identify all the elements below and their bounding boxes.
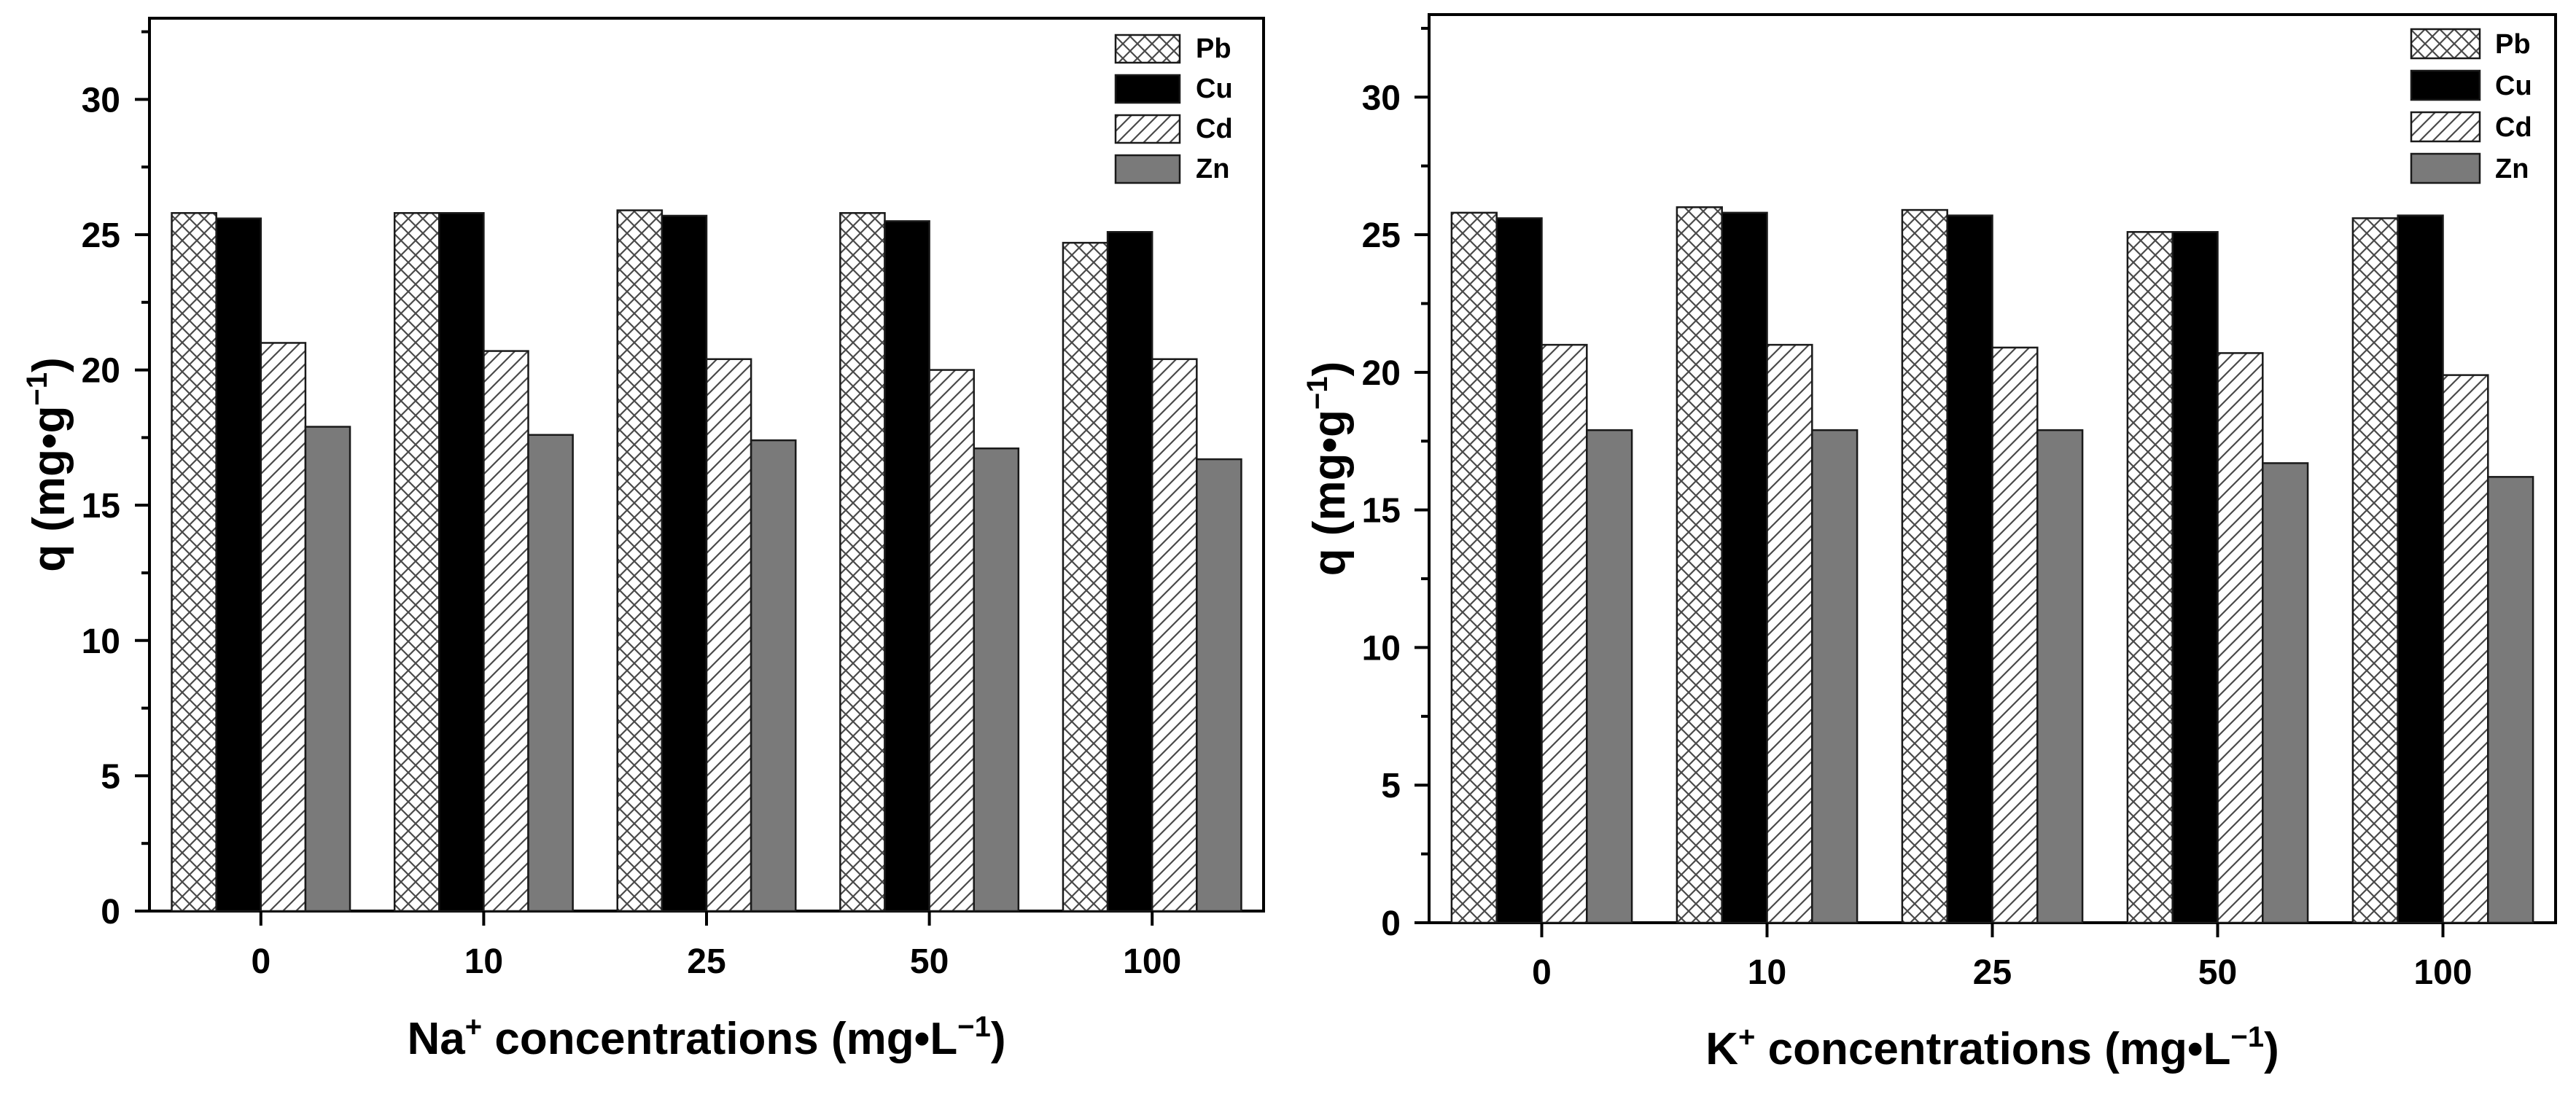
y-tick-label: 10: [1362, 629, 1401, 668]
bar-zn-25: [750, 439, 797, 913]
x-tick-label: 0: [1532, 953, 1552, 992]
bar-zn-10: [527, 434, 574, 913]
bar-zn-10: [1811, 429, 1859, 924]
bar-cd-10: [483, 350, 529, 913]
bar-cd-10: [1766, 343, 1813, 924]
bar-cd-25: [705, 358, 752, 913]
legend-swatch-cu: [2410, 69, 2481, 101]
legend-swatch-zn: [1114, 154, 1181, 184]
y-tick-label: 30: [82, 81, 120, 120]
x-tick-label: 50: [2198, 953, 2237, 992]
bar-pb-10: [1676, 206, 1723, 924]
legend-swatch-cd: [1114, 114, 1181, 144]
bar-pb-50: [2126, 231, 2174, 924]
legend-label-zn: Zn: [2495, 154, 2529, 184]
chart-panel-na: 0 5 10 15 20 25 30 0 10 25 50 100 Pb Cu Cd Zn Na+ concen…: [21, 17, 1265, 1064]
bar-cu-25: [1946, 214, 1993, 924]
bar-zn-0: [1586, 429, 1633, 924]
y-tick-label: 0: [1381, 904, 1401, 943]
chart-k: 0 5 10 15 20 25 30 0 10 25 50 100 Pb Cu Cd Zn K+ concent…: [1301, 13, 2557, 1074]
y-tick-label: 10: [82, 622, 120, 661]
bar-cu-25: [661, 214, 708, 913]
chart-na: 0 5 10 15 20 25 30 0 10 25 50 100 Pb Cu Cd Zn Na+ concen…: [21, 17, 1265, 1064]
y-tick-label: 15: [82, 487, 120, 525]
bar-zn-0: [304, 426, 351, 913]
y-tick-label: 25: [82, 216, 120, 255]
legend-label-pb: Pb: [2495, 29, 2531, 60]
x-tick-label: 10: [464, 942, 503, 981]
x-tick-label: 25: [1973, 953, 2012, 992]
bar-cd-50: [2217, 352, 2264, 924]
bar-cd-25: [1991, 346, 2039, 924]
legend-swatch-pb: [1114, 34, 1181, 64]
bar-zn-100: [1196, 458, 1242, 913]
legend-label-cd: Cd: [2495, 112, 2532, 143]
bar-zn-25: [2036, 429, 2084, 924]
legend-label-pb: Pb: [1196, 34, 1231, 64]
legend-label-cd: Cd: [1196, 114, 1233, 144]
bar-zn-50: [2262, 462, 2309, 924]
x-tick-label: 50: [910, 942, 949, 981]
legend-swatch-cu: [1114, 74, 1181, 104]
bar-cd-100: [1151, 358, 1198, 913]
y-tick-label: 30: [1362, 79, 1401, 117]
bar-cd-0: [1541, 343, 1588, 924]
bar-pb-100: [2351, 217, 2399, 924]
bar-cu-50: [884, 220, 930, 913]
x-tick-label: 10: [1748, 953, 1786, 992]
y-tick-label: 0: [101, 893, 120, 931]
bar-cd-100: [2442, 374, 2489, 924]
legend-swatch-pb: [2410, 28, 2481, 60]
y-tick-label: 15: [1362, 492, 1401, 531]
y-tick-label: 20: [82, 352, 120, 391]
bar-pb-10: [393, 212, 440, 913]
bar-pb-0: [171, 212, 217, 913]
chart-panel-k: 0 5 10 15 20 25 30 0 10 25 50 100 Pb Cu Cd Zn K+ concent…: [1288, 0, 2576, 1094]
bar-cu-0: [215, 217, 262, 913]
x-tick-label: 25: [687, 942, 725, 981]
bar-cd-50: [928, 369, 975, 913]
x-axis-label: Na+ concentrations (mg•L−1): [408, 1011, 1006, 1064]
legend-label-cu: Cu: [2495, 71, 2532, 101]
bar-pb-25: [616, 209, 664, 913]
bar-cu-10: [438, 212, 485, 913]
legend-label-cu: Cu: [1196, 74, 1233, 104]
y-tick-label: 5: [101, 757, 120, 796]
bar-pb-25: [1901, 208, 1948, 924]
bar-cu-100: [2397, 214, 2444, 924]
y-axis-label: q (mg•g−1): [21, 357, 74, 572]
bar-zn-100: [2487, 476, 2534, 924]
bar-pb-0: [1450, 211, 1498, 924]
y-axis-label: q (mg•g−1): [1301, 362, 1355, 577]
y-tick-label: 20: [1362, 354, 1401, 393]
x-tick-label: 0: [251, 942, 271, 981]
legend-label-zn: Zn: [1196, 154, 1229, 184]
bar-cd-0: [260, 342, 307, 913]
x-axis-label: K+ concentrations (mg•L−1): [1705, 1021, 2279, 1074]
bar-pb-50: [839, 212, 886, 913]
bar-zn-50: [973, 447, 1020, 913]
bar-cu-50: [2171, 231, 2219, 924]
bar-cu-0: [1495, 217, 1543, 924]
y-tick-label: 25: [1362, 216, 1401, 255]
legend-swatch-cd: [2410, 111, 2481, 143]
bar-pb-100: [1062, 241, 1109, 913]
legend-swatch-zn: [2410, 152, 2481, 184]
bar-cu-100: [1106, 231, 1153, 913]
y-tick-label: 5: [1381, 767, 1401, 805]
x-tick-label: 100: [1123, 942, 1181, 981]
x-tick-label: 100: [2413, 953, 2472, 992]
bar-cu-10: [1721, 211, 1768, 924]
